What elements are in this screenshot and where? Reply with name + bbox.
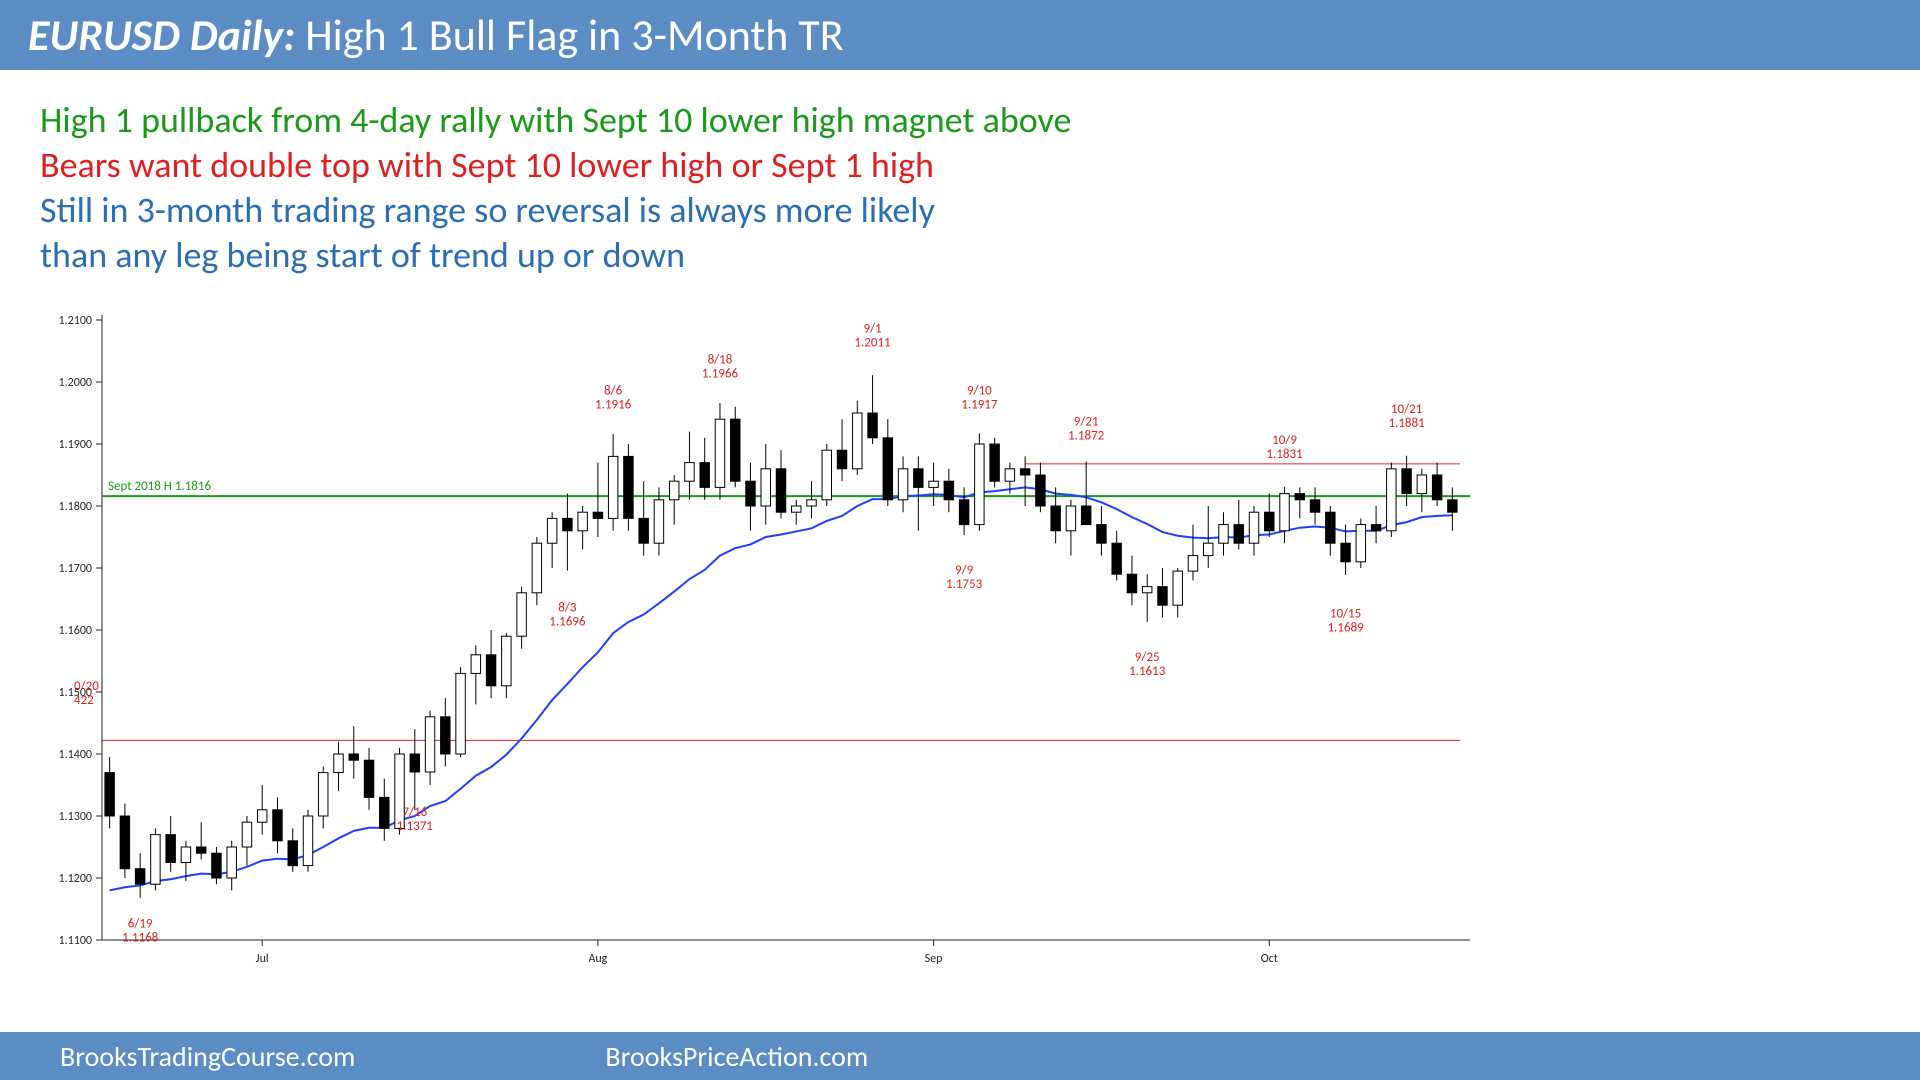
svg-text:10/9: 10/9 [1272,433,1297,448]
svg-text:1.1881: 1.1881 [1388,416,1424,431]
svg-text:1.1600: 1.1600 [59,624,92,638]
svg-text:7/16: 7/16 [402,805,427,820]
footer-bar: BrooksTradingCourse.com BrooksPriceActio… [0,1032,1920,1080]
candlestick-chart-svg: 1.11001.12001.13001.14001.15001.16001.17… [30,300,1500,1010]
commentary-line-1: High 1 pullback from 4-day rally with Se… [40,98,1880,143]
svg-text:1.1900: 1.1900 [59,438,92,452]
footer-link-left: BrooksTradingCourse.com [60,1039,355,1074]
footer-link-right: BrooksPriceAction.com [605,1039,868,1074]
svg-text:1.1831: 1.1831 [1266,447,1302,462]
svg-text:10/15: 10/15 [1330,607,1361,622]
price-chart: 1.11001.12001.13001.14001.15001.16001.17… [30,300,1500,1010]
svg-text:1.2000: 1.2000 [59,376,92,390]
svg-text:6/19: 6/19 [128,917,153,932]
svg-text:1.1917: 1.1917 [961,397,998,412]
svg-text:Jul: Jul [256,952,269,966]
svg-text:1.1200: 1.1200 [59,872,92,886]
svg-text:1.1872: 1.1872 [1068,428,1105,443]
header-title-sub: High 1 Bull Flag in 3-Month TR [305,8,843,62]
svg-text:Aug: Aug [588,952,607,966]
svg-text:1.1168: 1.1168 [122,931,159,946]
svg-text:8/6: 8/6 [604,383,623,398]
svg-text:9/1: 9/1 [863,321,881,336]
svg-text:1.1371: 1.1371 [397,819,433,834]
svg-text:1.1696: 1.1696 [549,614,586,629]
svg-text:9/10: 9/10 [967,383,992,398]
svg-text:9/9: 9/9 [955,563,974,578]
header-title-main: EURUSD Daily: [28,8,295,62]
svg-text:10/21: 10/21 [1391,402,1422,417]
svg-text:1.2100: 1.2100 [59,314,92,328]
header-bar: EURUSD Daily: High 1 Bull Flag in 3-Mont… [0,0,1920,70]
commentary-line-4: than any leg being start of trend up or … [40,233,1880,278]
svg-text:Sep: Sep [925,952,943,966]
svg-text:1.1966: 1.1966 [702,366,739,381]
svg-text:1.1700: 1.1700 [59,562,92,576]
svg-text:8/3: 8/3 [558,600,577,615]
svg-text:1.1400: 1.1400 [59,748,92,762]
svg-text:1.1916: 1.1916 [595,397,632,412]
svg-text:9/21: 9/21 [1074,414,1099,429]
svg-text:Sept 2018 H 1.1816: Sept 2018 H 1.1816 [108,479,211,494]
svg-text:Oct: Oct [1261,952,1278,966]
commentary-line-3: Still in 3-month trading range so revers… [40,188,1880,233]
commentary-line-2: Bears want double top with Sept 10 lower… [40,143,1880,188]
svg-text:1.1100: 1.1100 [59,934,92,948]
svg-text:0/20: 0/20 [74,679,99,694]
svg-text:422: 422 [74,693,94,708]
svg-text:1.1689: 1.1689 [1327,621,1364,636]
svg-text:1.1800: 1.1800 [59,500,92,514]
svg-text:1.1300: 1.1300 [59,810,92,824]
svg-text:9/25: 9/25 [1135,650,1160,665]
svg-text:8/18: 8/18 [708,352,733,367]
commentary-block: High 1 pullback from 4-day rally with Se… [0,70,1920,288]
svg-text:1.2011: 1.2011 [854,335,890,350]
svg-text:1.1613: 1.1613 [1129,664,1166,679]
svg-text:1.1753: 1.1753 [946,577,983,592]
